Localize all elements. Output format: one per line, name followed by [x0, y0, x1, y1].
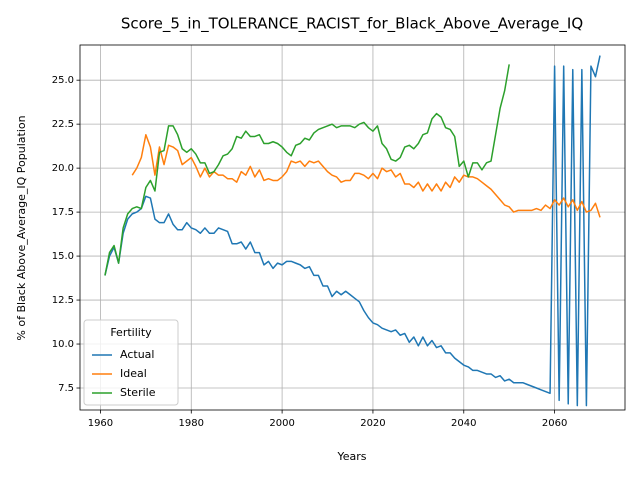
y-tick-label: 20.0 [52, 163, 74, 174]
x-tick-label: 2060 [542, 418, 567, 429]
y-tick-label: 7.5 [58, 383, 74, 394]
y-tick-label: 22.5 [52, 119, 74, 130]
legend-label: Ideal [120, 367, 147, 380]
y-tick-label: 25.0 [52, 75, 74, 86]
y-tick-label: 15.0 [52, 251, 74, 262]
line-series [104, 64, 510, 276]
x-tick-label: 1960 [88, 418, 113, 429]
plot-frame [79, 44, 626, 411]
y-tick-label: 12.5 [52, 295, 74, 306]
legend-title: Fertility [110, 326, 152, 339]
y-axis-label: % of Black Above_Average_IQ Population [15, 115, 28, 340]
line-series [131, 133, 601, 218]
line-series [104, 55, 601, 407]
y-tick-label: 10.0 [52, 339, 74, 350]
x-tick-label: 2020 [360, 418, 385, 429]
x-axis-label: Years [336, 450, 366, 463]
legend-label: Actual [120, 348, 154, 361]
legend-box [83, 319, 179, 406]
y-tick-label: 17.5 [52, 207, 74, 218]
x-tick-label: 1980 [179, 418, 204, 429]
legend-label: Sterile [120, 386, 156, 399]
legend: Fertility Actual Ideal Sterile [83, 319, 179, 406]
chart-title: Score_5_in_TOLERANCE_RACIST_for_Black_Ab… [121, 15, 583, 34]
x-tick-label: 2000 [269, 418, 294, 429]
x-tick-label: 2040 [451, 418, 476, 429]
